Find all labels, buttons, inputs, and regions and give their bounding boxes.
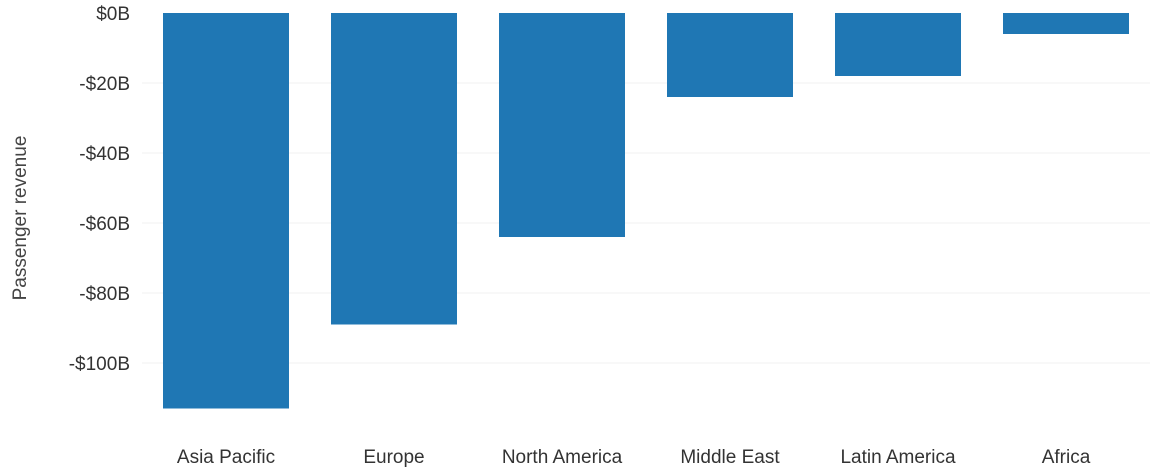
y-tick-label: -$60B xyxy=(79,214,130,235)
bar-africa xyxy=(1003,13,1129,34)
bar-north-america xyxy=(499,13,625,237)
bar-latin-america xyxy=(835,13,961,76)
x-tick-label: Middle East xyxy=(680,447,780,468)
bar-asia-pacific xyxy=(163,13,289,409)
y-tick-label: -$40B xyxy=(79,144,130,165)
bar-europe xyxy=(331,13,457,325)
x-tick-label: Europe xyxy=(363,447,424,468)
x-tick-label: Africa xyxy=(1042,447,1091,468)
x-tick-label: North America xyxy=(502,447,623,468)
y-axis-title: Passenger revenue xyxy=(10,136,31,301)
x-tick-label: Asia Pacific xyxy=(177,447,275,468)
x-tick-label: Latin America xyxy=(840,447,956,468)
y-tick-label: -$20B xyxy=(79,74,130,95)
x-axis-ticks: Asia Pacific Europe North America Middle Ea… xyxy=(177,447,1091,468)
y-axis-ticks: $0B -$20B -$40B -$60B -$80B -$100B xyxy=(69,4,130,375)
y-tick-label: $0B xyxy=(96,4,130,25)
bars xyxy=(163,13,1129,409)
bar-middle-east xyxy=(667,13,793,97)
gridlines xyxy=(142,82,1150,364)
y-tick-label: -$80B xyxy=(79,284,130,305)
y-tick-label: -$100B xyxy=(69,354,130,375)
